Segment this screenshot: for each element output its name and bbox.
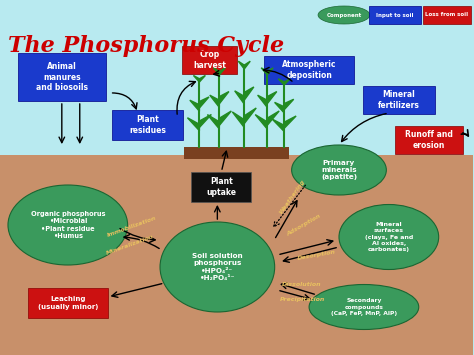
Polygon shape	[244, 108, 256, 124]
FancyBboxPatch shape	[363, 86, 435, 114]
Ellipse shape	[8, 185, 128, 265]
Polygon shape	[258, 95, 267, 108]
Ellipse shape	[292, 145, 386, 195]
Polygon shape	[267, 111, 279, 125]
Text: Plant
residues: Plant residues	[129, 115, 166, 135]
Polygon shape	[187, 118, 200, 131]
Polygon shape	[208, 115, 219, 129]
Polygon shape	[244, 61, 250, 69]
Polygon shape	[213, 68, 219, 75]
FancyBboxPatch shape	[0, 155, 473, 355]
Text: Secondary
compounds
(CaP, FeP, MnP, AlP): Secondary compounds (CaP, FeP, MnP, AlP)	[331, 298, 397, 316]
Polygon shape	[219, 68, 225, 75]
Polygon shape	[267, 92, 277, 104]
Ellipse shape	[309, 284, 419, 329]
FancyBboxPatch shape	[264, 56, 354, 84]
Text: Dissolution: Dissolution	[283, 283, 322, 288]
Text: Desorption: Desorption	[297, 249, 337, 261]
Text: Primary
minerals
(apatite): Primary minerals (apatite)	[321, 159, 357, 180]
FancyBboxPatch shape	[191, 172, 251, 202]
Polygon shape	[190, 100, 200, 111]
Polygon shape	[267, 68, 273, 75]
Polygon shape	[284, 116, 296, 129]
Text: Adsorption: Adsorption	[286, 213, 322, 237]
Text: Immobilization: Immobilization	[106, 216, 157, 238]
FancyBboxPatch shape	[112, 110, 183, 140]
Polygon shape	[278, 79, 284, 85]
Text: Mineral
surfaces
(clays, Fe and
Al oxides,
carbonates): Mineral surfaces (clays, Fe and Al oxide…	[365, 222, 413, 252]
Text: Loss from soil: Loss from soil	[425, 12, 468, 17]
Polygon shape	[210, 95, 219, 108]
Text: Soil solution
phosphorus
•HPO₄²⁻
•H₂PO₄¹⁻: Soil solution phosphorus •HPO₄²⁻ •H₂PO₄¹…	[192, 253, 243, 281]
Text: Weathering: Weathering	[278, 179, 306, 215]
FancyBboxPatch shape	[184, 147, 289, 159]
Polygon shape	[235, 91, 244, 104]
FancyBboxPatch shape	[0, 0, 473, 155]
Text: Mineralization: Mineralization	[105, 234, 154, 256]
Polygon shape	[284, 79, 290, 85]
Ellipse shape	[339, 204, 439, 269]
Text: Input to soil: Input to soil	[376, 12, 414, 17]
Text: Runoff and
erosion: Runoff and erosion	[405, 130, 453, 150]
Polygon shape	[274, 102, 284, 113]
Text: Organic phosphorus
•Microbial
•Plant residue
•Humus: Organic phosphorus •Microbial •Plant res…	[30, 211, 105, 239]
Polygon shape	[193, 76, 200, 82]
Polygon shape	[232, 112, 244, 127]
Text: Animal
manures
and biosoils: Animal manures and biosoils	[36, 62, 88, 92]
Text: Precipitation: Precipitation	[279, 297, 325, 302]
Polygon shape	[284, 99, 294, 110]
Polygon shape	[272, 119, 284, 131]
FancyBboxPatch shape	[182, 46, 237, 74]
FancyBboxPatch shape	[18, 53, 106, 101]
Polygon shape	[200, 97, 209, 108]
FancyBboxPatch shape	[395, 126, 463, 154]
Text: Plant
uptake: Plant uptake	[206, 177, 237, 197]
Text: The Phosphorus Cycle: The Phosphorus Cycle	[8, 35, 284, 57]
Text: Crop
harvest: Crop harvest	[193, 50, 226, 70]
FancyBboxPatch shape	[423, 6, 471, 24]
Text: Component: Component	[326, 12, 362, 17]
Text: Mineral
fertilizers: Mineral fertilizers	[378, 90, 420, 110]
Text: Leaching
(usually minor): Leaching (usually minor)	[37, 296, 98, 310]
Polygon shape	[261, 68, 267, 75]
FancyBboxPatch shape	[369, 6, 421, 24]
Polygon shape	[244, 87, 254, 100]
Polygon shape	[219, 92, 229, 104]
FancyBboxPatch shape	[28, 288, 108, 318]
Polygon shape	[255, 115, 267, 129]
Polygon shape	[200, 76, 205, 82]
Polygon shape	[219, 111, 231, 125]
Polygon shape	[238, 61, 244, 69]
Ellipse shape	[318, 6, 370, 24]
Polygon shape	[200, 115, 211, 127]
Ellipse shape	[160, 222, 274, 312]
Text: Atmospheric
deposition: Atmospheric deposition	[282, 60, 337, 80]
